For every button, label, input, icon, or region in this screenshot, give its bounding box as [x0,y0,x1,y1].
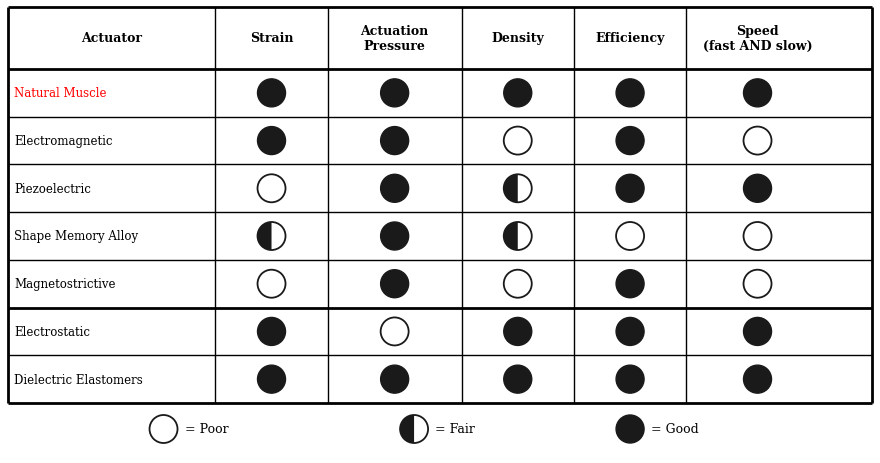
Circle shape [616,415,644,443]
Circle shape [616,175,644,203]
Text: Natural Muscle: Natural Muscle [14,87,106,100]
Circle shape [503,223,532,250]
Circle shape [503,365,532,393]
Circle shape [744,175,772,203]
Circle shape [381,127,408,155]
Text: Dielectric Elastomers: Dielectric Elastomers [14,373,143,386]
Wedge shape [258,223,272,250]
Circle shape [616,127,644,155]
Circle shape [616,270,644,298]
Circle shape [381,175,408,203]
Wedge shape [503,175,517,203]
Text: Piezoelectric: Piezoelectric [14,182,91,195]
Circle shape [400,415,428,443]
Circle shape [258,80,285,107]
Text: Speed
(fast AND slow): Speed (fast AND slow) [703,25,812,53]
Text: Magnetostrictive: Magnetostrictive [14,278,115,291]
Text: = Good: = Good [651,423,699,436]
Circle shape [616,80,644,107]
Circle shape [258,223,285,250]
Circle shape [381,365,408,393]
Wedge shape [503,223,517,250]
Text: Electromagnetic: Electromagnetic [14,135,113,148]
Text: Actuator: Actuator [81,32,143,45]
Text: Shape Memory Alloy: Shape Memory Alloy [14,230,138,243]
Wedge shape [400,415,414,443]
Circle shape [258,127,285,155]
Circle shape [258,365,285,393]
Text: Actuation
Pressure: Actuation Pressure [361,25,429,53]
Circle shape [616,318,644,346]
Text: = Fair: = Fair [435,423,475,436]
Circle shape [744,80,772,107]
Circle shape [381,223,408,250]
Circle shape [744,318,772,346]
Text: Efficiency: Efficiency [596,32,664,45]
Circle shape [503,318,532,346]
Circle shape [381,80,408,107]
Circle shape [381,270,408,298]
Circle shape [744,365,772,393]
Text: Electrostatic: Electrostatic [14,325,90,338]
Text: Strain: Strain [250,32,293,45]
Text: Density: Density [491,32,544,45]
Text: = Poor: = Poor [185,423,228,436]
Circle shape [258,318,285,346]
Circle shape [616,365,644,393]
Circle shape [503,80,532,107]
Circle shape [503,175,532,203]
